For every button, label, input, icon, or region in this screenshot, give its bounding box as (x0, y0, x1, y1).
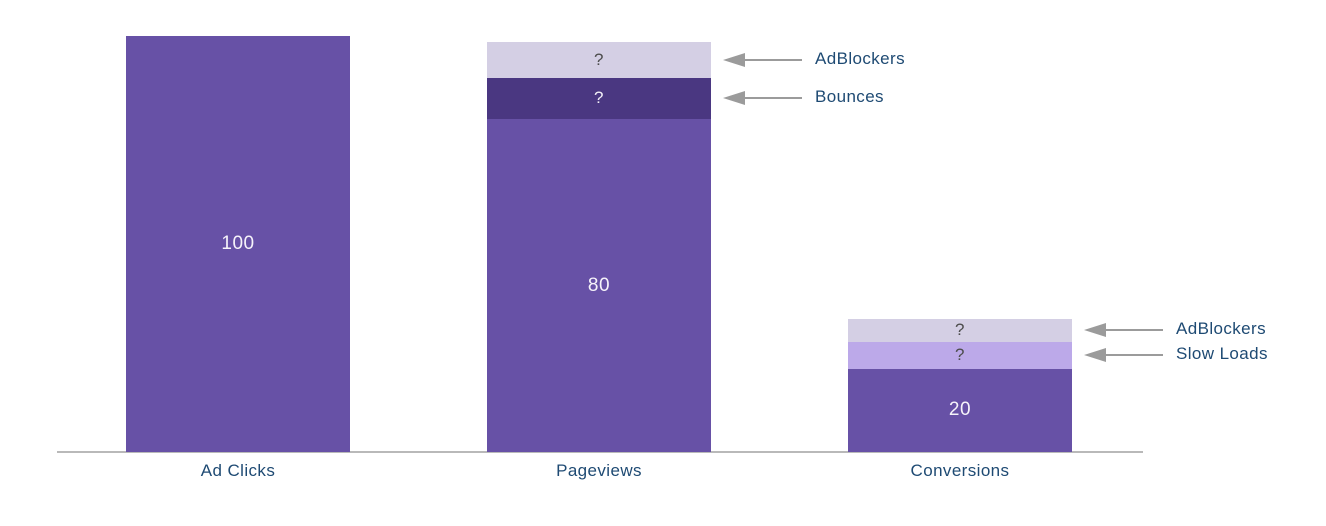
bar-segment-pageviews-adblockers: ? (487, 42, 711, 78)
segment-value-label: ? (955, 320, 965, 340)
category-label-ad-clicks: Ad Clicks (200, 461, 276, 480)
annotation-label-adblockers: AdBlockers (1176, 319, 1266, 339)
arrow-left-icon (723, 91, 745, 106)
category-label-pageviews: Pageviews (556, 461, 642, 480)
segment-value-label: ? (594, 49, 604, 69)
arrow-left-icon (723, 52, 745, 67)
arrow-line (743, 97, 802, 100)
bar-segment-ad-clicks-main: 100 (126, 36, 350, 452)
bar-segment-conversions-slow-loads: ? (848, 341, 1072, 369)
arrow-line (743, 58, 802, 61)
bar-ad-clicks: 100 (126, 36, 350, 452)
bar-segment-conversions-main: 20 (848, 368, 1072, 452)
segment-value-label: ? (594, 88, 604, 108)
bar-conversions: ?? 20 (848, 318, 1072, 452)
annotation-label-slow-loads: Slow Loads (1176, 344, 1268, 364)
bar-segment-conversions-adblockers: ? (848, 318, 1072, 342)
segment-value-label: 100 (221, 233, 255, 254)
arrow-line (1104, 354, 1163, 357)
annotation-label-bounces: Bounces (815, 87, 884, 107)
bar-pageviews: ?? 80 (487, 42, 711, 452)
category-label-conversions: Conversions (910, 461, 1010, 480)
segment-value-label: 20 (948, 399, 972, 421)
arrow-left-icon (1084, 348, 1106, 363)
arrow-left-icon (1084, 323, 1106, 338)
bar-segment-pageviews-bounces: ? (487, 77, 711, 120)
segment-value-label: ? (955, 345, 965, 365)
x-axis-line (57, 451, 1143, 453)
annotation-label-adblockers: AdBlockers (815, 48, 905, 68)
arrow-line (1104, 329, 1163, 332)
bar-segment-pageviews-main: 80 (487, 119, 711, 452)
segment-value-label: 80 (587, 274, 611, 296)
